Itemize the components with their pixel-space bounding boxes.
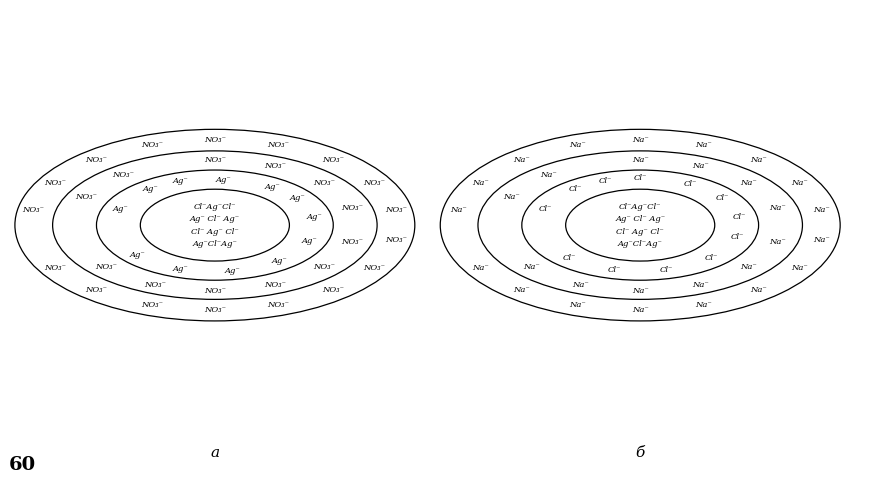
- Text: Ag⁻: Ag⁻: [142, 185, 158, 193]
- Text: Ag⁻Cl⁻Ag⁻: Ag⁻Cl⁻Ag⁻: [192, 240, 238, 248]
- Text: Ag⁻ Cl⁻ Ag⁻: Ag⁻ Cl⁻ Ag⁻: [189, 216, 240, 223]
- Text: Na⁻: Na⁻: [451, 206, 467, 215]
- Text: NO₃⁻: NO₃⁻: [341, 204, 363, 212]
- Text: Ag⁻: Ag⁻: [216, 176, 232, 184]
- Text: NO₃⁻: NO₃⁻: [85, 286, 108, 294]
- Text: NO₃⁻: NO₃⁻: [267, 301, 289, 309]
- Text: Ag⁻: Ag⁻: [272, 257, 288, 265]
- Text: Na⁻: Na⁻: [813, 206, 830, 215]
- Text: Na⁻: Na⁻: [631, 287, 649, 295]
- Text: NO₃⁻: NO₃⁻: [95, 263, 117, 271]
- Text: Na⁻: Na⁻: [631, 137, 649, 144]
- Text: NO₃⁻: NO₃⁻: [203, 287, 226, 295]
- Text: Cl⁻: Cl⁻: [731, 233, 745, 241]
- Text: б: б: [636, 445, 645, 460]
- Text: Cl⁻Ag⁻Cl⁻: Cl⁻Ag⁻Cl⁻: [194, 203, 236, 211]
- Text: Cl⁻: Cl⁻: [633, 174, 647, 182]
- Text: NO₃⁻: NO₃⁻: [203, 137, 226, 144]
- Text: Na⁻: Na⁻: [750, 286, 767, 294]
- Text: Ag⁻: Ag⁻: [225, 267, 240, 275]
- Text: Cl⁻: Cl⁻: [684, 181, 697, 188]
- Text: NO₃⁻: NO₃⁻: [267, 141, 289, 149]
- Text: NO₃⁻: NO₃⁻: [144, 281, 166, 289]
- Text: Cl⁻: Cl⁻: [660, 266, 673, 274]
- Text: Na⁻: Na⁻: [473, 263, 489, 272]
- Text: Na⁻: Na⁻: [513, 286, 531, 294]
- Text: NO₃⁻: NO₃⁻: [313, 263, 335, 271]
- Text: NO₃⁻: NO₃⁻: [23, 206, 45, 215]
- Text: Na⁻: Na⁻: [813, 236, 830, 244]
- Text: Ag⁻: Ag⁻: [130, 251, 146, 259]
- Text: NO₃⁻: NO₃⁻: [203, 306, 226, 314]
- Text: NO₃⁻: NO₃⁻: [112, 171, 134, 179]
- Text: Cl⁻: Cl⁻: [568, 185, 582, 193]
- Text: Na⁻: Na⁻: [769, 204, 786, 212]
- Text: NO₃⁻: NO₃⁻: [264, 161, 286, 170]
- Text: Cl⁻: Cl⁻: [705, 254, 718, 262]
- Text: NO₃⁻: NO₃⁻: [363, 179, 385, 187]
- Text: NO₃⁻: NO₃⁻: [75, 194, 97, 201]
- Text: Na⁻: Na⁻: [692, 281, 709, 289]
- Text: Cl⁻: Cl⁻: [599, 177, 612, 185]
- Text: NO₃⁻: NO₃⁻: [363, 263, 385, 272]
- Text: Cl⁻: Cl⁻: [733, 213, 746, 221]
- Text: Na⁻: Na⁻: [473, 179, 489, 187]
- Text: Na⁻: Na⁻: [741, 179, 758, 187]
- Text: Na⁻: Na⁻: [631, 306, 649, 314]
- Text: Na⁻: Na⁻: [695, 301, 711, 309]
- Text: NO₃⁻: NO₃⁻: [322, 286, 345, 294]
- Text: Ag⁻ Cl⁻ Ag⁻: Ag⁻ Cl⁻ Ag⁻: [615, 216, 666, 223]
- Text: Cl⁻Ag⁻Cl⁻: Cl⁻Ag⁻Cl⁻: [619, 203, 661, 211]
- Text: Cl⁻: Cl⁻: [562, 254, 575, 262]
- Text: Na⁻: Na⁻: [692, 161, 709, 170]
- Text: Ag⁻: Ag⁻: [112, 205, 128, 213]
- Text: Na⁻: Na⁻: [513, 156, 531, 164]
- Text: Na⁻: Na⁻: [791, 263, 808, 272]
- Text: Ag⁻: Ag⁻: [265, 182, 281, 191]
- Text: Na⁻: Na⁻: [695, 141, 711, 149]
- Text: Na⁻: Na⁻: [503, 194, 520, 201]
- Text: Ag⁻: Ag⁻: [173, 265, 189, 273]
- Text: Cl⁻: Cl⁻: [717, 194, 730, 202]
- Text: Ag⁻: Ag⁻: [306, 213, 322, 221]
- Text: Na⁻: Na⁻: [631, 156, 649, 163]
- Text: Cl⁻ Ag⁻ Cl⁻: Cl⁻ Ag⁻ Cl⁻: [191, 228, 239, 236]
- Text: Na⁻: Na⁻: [569, 141, 586, 149]
- Text: NO₃⁻: NO₃⁻: [141, 301, 163, 309]
- Text: NO₃⁻: NO₃⁻: [45, 179, 67, 187]
- Text: NO₃⁻: NO₃⁻: [322, 156, 345, 164]
- Text: Cl⁻ Ag⁻ Cl⁻: Cl⁻ Ag⁻ Cl⁻: [617, 228, 664, 236]
- Text: NO₃⁻: NO₃⁻: [85, 156, 108, 164]
- Text: Na⁻: Na⁻: [791, 179, 808, 187]
- Text: Na⁻: Na⁻: [769, 238, 786, 246]
- Text: Na⁻: Na⁻: [540, 171, 557, 179]
- Text: Ag⁻: Ag⁻: [289, 194, 305, 202]
- Text: Na⁻: Na⁻: [572, 281, 588, 289]
- Text: NO₃⁻: NO₃⁻: [313, 179, 335, 187]
- Text: Na⁻: Na⁻: [750, 156, 767, 164]
- Text: NO₃⁻: NO₃⁻: [45, 263, 67, 272]
- Text: Na⁻: Na⁻: [741, 263, 758, 271]
- Text: a: a: [210, 445, 219, 460]
- Text: 60: 60: [9, 456, 36, 474]
- Text: NO₃⁻: NO₃⁻: [203, 156, 226, 163]
- Text: Ag⁻: Ag⁻: [302, 237, 317, 245]
- Text: Ag⁻: Ag⁻: [173, 177, 189, 185]
- Text: NO₃⁻: NO₃⁻: [385, 206, 407, 215]
- Text: Na⁻: Na⁻: [569, 301, 586, 309]
- Text: NO₃⁻: NO₃⁻: [264, 281, 286, 289]
- Text: NO₃⁻: NO₃⁻: [385, 236, 407, 244]
- Text: Na⁻: Na⁻: [523, 263, 539, 271]
- Text: Cl⁻: Cl⁻: [608, 266, 621, 274]
- Text: Cl⁻: Cl⁻: [538, 205, 553, 213]
- Text: NO₃⁻: NO₃⁻: [341, 238, 363, 246]
- Text: Ag⁻Cl⁻Ag⁻: Ag⁻Cl⁻Ag⁻: [617, 240, 663, 248]
- Text: NO₃⁻: NO₃⁻: [141, 141, 163, 149]
